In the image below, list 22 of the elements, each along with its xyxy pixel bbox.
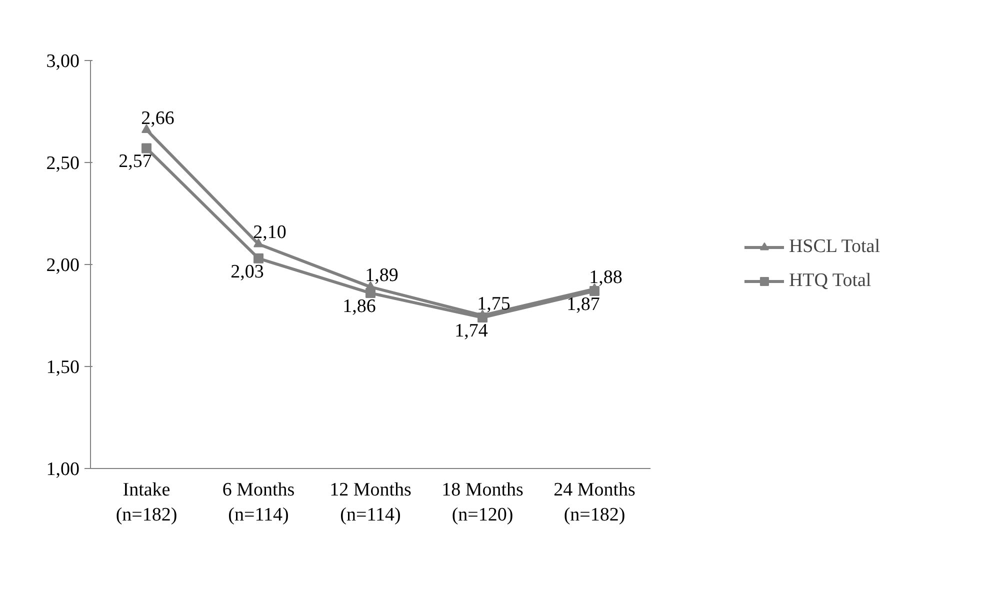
data-label: 1,87 (566, 294, 600, 316)
y-tick-label: 3,00 (46, 51, 80, 72)
x-tick-label: 18 Months (n=120) (442, 480, 524, 526)
data-label: 2,10 (253, 222, 286, 244)
x-tick-label: 24 Months (n=182) (554, 480, 636, 526)
x-tick-label: 6 Months (n=114) (222, 480, 295, 526)
y-tick-label: 2,50 (46, 153, 80, 174)
data-label: 1,86 (342, 296, 376, 318)
legend-label: HSCL Total (788, 236, 880, 258)
y-tick-label: 2,00 (46, 255, 80, 276)
data-label: 2,03 (230, 261, 264, 282)
y-tick-label: 1,00 (46, 459, 80, 480)
y-tick-label: 1,50 (46, 357, 80, 378)
data-label: 1,74 (454, 320, 488, 342)
x-tick-label: 12 Months (n=114) (330, 480, 412, 526)
legend-label: HTQ Total (788, 270, 872, 292)
data-label: 2,57 (118, 151, 152, 172)
data-label: 1,75 (477, 294, 510, 314)
x-tick-label: Intake (n=182) (116, 480, 178, 526)
data-label: 1,89 (365, 264, 398, 286)
data-label: 2,66 (141, 108, 174, 129)
data-label: 1,88 (589, 266, 622, 288)
